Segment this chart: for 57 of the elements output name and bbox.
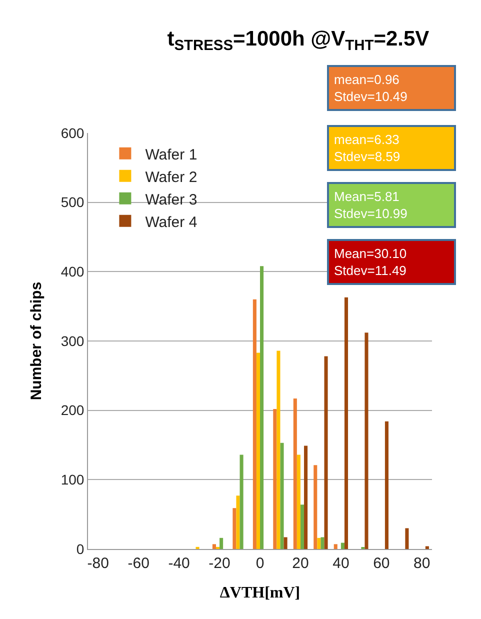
legend-label: Wafer 3 xyxy=(145,191,198,208)
legend-label: Wafer 2 xyxy=(145,168,198,186)
bar xyxy=(296,454,300,549)
y-tick-label: 200 xyxy=(60,402,84,418)
x-tick-label: -80 xyxy=(87,555,109,572)
note-box: Mean=5.81 Stdev=10.99 xyxy=(327,182,456,228)
y-tick-label: 100 xyxy=(60,472,84,488)
annotation: Mean=5.81 Stdev=10.99 xyxy=(334,189,408,221)
annotation: Mean=30.10 Stdev=11.49 xyxy=(334,246,407,278)
legend-label: Wafer 1 xyxy=(145,146,198,164)
bar xyxy=(256,352,260,549)
x-tick-label: 80 xyxy=(414,555,430,572)
x-tick-label: 40 xyxy=(332,555,350,572)
bar xyxy=(236,496,240,549)
bar xyxy=(284,537,288,549)
y-tick-label: 500 xyxy=(60,194,84,210)
x-axis-title: ΔVTH[mV] xyxy=(220,584,300,602)
x-tick-label: -20 xyxy=(208,555,230,572)
x-tick-label: -60 xyxy=(128,555,150,572)
y-tick-label: 600 xyxy=(60,124,84,141)
bar xyxy=(425,546,429,549)
x-tick-label: -40 xyxy=(168,555,190,572)
bar xyxy=(280,442,284,549)
y-tick-label: 300 xyxy=(60,332,84,349)
bar xyxy=(384,421,388,549)
bar xyxy=(314,465,318,549)
bar xyxy=(252,299,256,549)
bar xyxy=(340,542,344,549)
x-tick-label: 20 xyxy=(292,555,309,572)
note-box: mean=0.96 Stdev=10.49 xyxy=(327,65,456,111)
bar xyxy=(276,350,280,549)
y-axis-title: Number of chips xyxy=(28,282,46,400)
bar xyxy=(334,544,338,549)
bar xyxy=(212,544,216,549)
bar xyxy=(240,454,244,549)
bar xyxy=(300,504,304,549)
bar xyxy=(293,398,297,549)
bar xyxy=(344,297,348,549)
bar xyxy=(324,356,328,549)
bar xyxy=(320,537,324,549)
bar xyxy=(317,538,321,549)
note-box: mean=6.33 Stdev=8.59 xyxy=(327,125,456,171)
y-tick-label: 400 xyxy=(60,264,84,280)
y-tick-label: 0 xyxy=(76,540,84,557)
bar xyxy=(232,508,236,549)
bar xyxy=(260,266,264,549)
chart-title: t$_{STRESS}$=1000h @V$_{THT}$=2.5V xyxy=(167,28,430,54)
x-tick-label: 60 xyxy=(373,555,390,572)
bar xyxy=(364,332,368,549)
bar xyxy=(405,528,409,549)
legend-label: Wafer 4 xyxy=(145,214,198,231)
bar xyxy=(273,408,277,549)
x-tick-label: 0 xyxy=(256,555,264,572)
bar xyxy=(304,446,308,549)
bar xyxy=(220,538,224,549)
annotation: mean=6.33 Stdev=8.59 xyxy=(334,132,400,164)
note-box: Mean=30.10 Stdev=11.49 xyxy=(327,239,456,285)
